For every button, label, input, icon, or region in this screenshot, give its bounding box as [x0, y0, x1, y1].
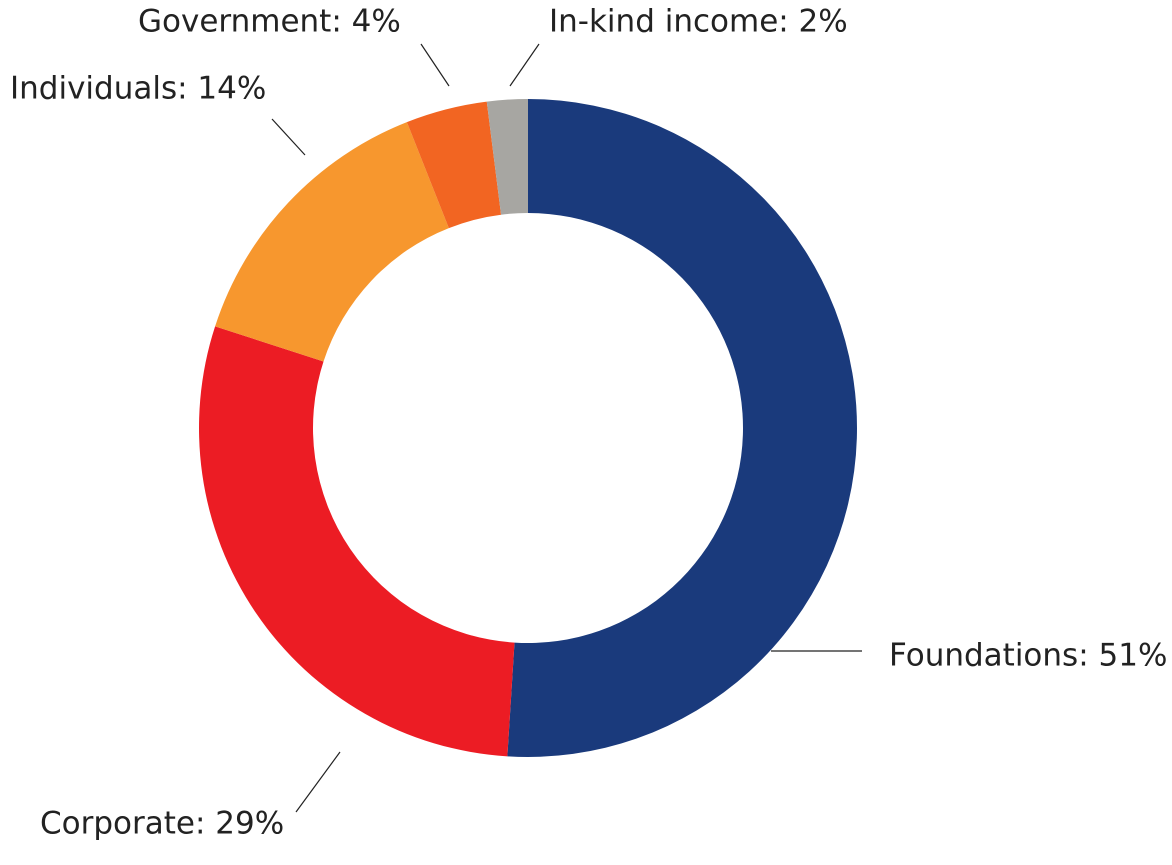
slice-foundations	[507, 99, 858, 758]
leader-line-in-kind-income	[509, 43, 540, 87]
donut-slices	[199, 99, 858, 758]
label-government: Government: 4%	[138, 4, 401, 40]
slice-corporate	[199, 326, 515, 757]
leader-line-individuals	[271, 118, 306, 156]
slice-government	[406, 101, 502, 229]
slice-in-kind-income	[486, 99, 528, 215]
donut-labels: Foundations: 51% Corporate: 29% Individu…	[10, 4, 1167, 842]
label-corporate: Corporate: 29%	[40, 806, 284, 842]
slice-individuals	[215, 122, 449, 362]
leader-line-government	[420, 43, 450, 87]
leader-line-corporate	[295, 751, 341, 813]
label-individuals: Individuals: 14%	[10, 71, 266, 107]
label-foundations: Foundations: 51%	[889, 638, 1167, 674]
label-in-kind-income: In-kind income: 2%	[549, 4, 848, 40]
